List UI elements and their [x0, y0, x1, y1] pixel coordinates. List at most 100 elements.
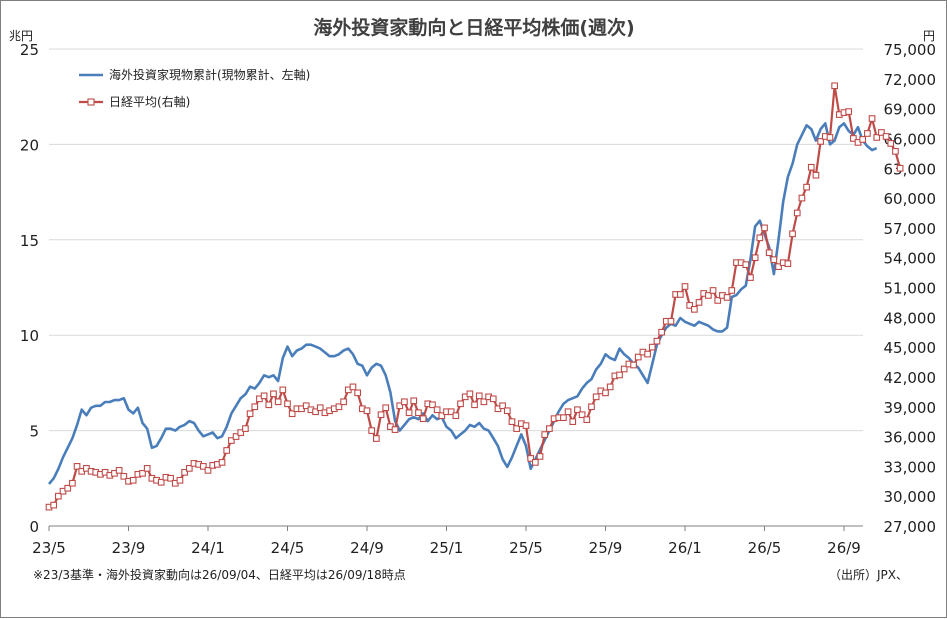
nikkei-point: [489, 395, 497, 403]
legend: 海外投資家現物累計(現物累計、左軸) 日経平均(右軸): [79, 67, 310, 109]
series-line-nikkei: [48, 84, 902, 509]
nikkei-point: [349, 383, 357, 391]
nikkei-point: [438, 412, 446, 420]
footnote: ※23/3基準・海外投資家動向は26/09/04、日経平均は26/09/18時点: [33, 567, 406, 582]
chart-title: 海外投資家動向と日経平均株価(週次): [313, 16, 634, 39]
nikkei-point: [480, 398, 488, 406]
series-line-foreign-investors: [47, 122, 878, 485]
nikkei-point: [73, 463, 81, 470]
nikkei-point: [368, 427, 376, 434]
nikkei-point: [620, 365, 628, 373]
nikkei-point: [756, 234, 764, 242]
nikkei-point: [499, 402, 506, 410]
nikkei-point: [508, 418, 516, 426]
nikkei-point: [433, 406, 441, 414]
nikkei-point: [564, 408, 572, 416]
gridlines: [49, 48, 863, 432]
nikkei-point: [513, 425, 520, 432]
nikkei-point: [167, 474, 174, 482]
legend-label-foreign-investors: 海外投資家現物累計(現物累計、左軸): [109, 67, 310, 82]
nikkei-point: [204, 466, 212, 474]
nikkei-point: [284, 400, 291, 408]
nikkei-point: [115, 466, 123, 474]
nikkei-point: [574, 406, 581, 414]
right-tick-label: 30,000: [884, 488, 937, 506]
nikkei-point: [892, 148, 899, 155]
nikkei-point: [648, 343, 656, 351]
x-tick-label: 26/1: [668, 539, 702, 557]
nikkei-point: [503, 407, 511, 415]
nikkei-point: [354, 389, 361, 397]
x-tick-label: 26/5: [748, 539, 782, 557]
x-tick-label: 23/5: [32, 539, 66, 557]
nikkei-point: [864, 130, 871, 137]
nikkei-point: [466, 390, 474, 398]
nikkei-point: [129, 476, 137, 484]
nikkei-point: [705, 292, 712, 299]
nikkei-point: [157, 478, 165, 486]
nikkei-point: [658, 328, 665, 336]
nikkei-point: [447, 408, 455, 416]
nikkei-point: [845, 108, 853, 115]
x-tick-label: 25/5: [509, 539, 543, 557]
left-tick-label: 20: [20, 136, 39, 154]
nikkei-point: [583, 416, 591, 424]
nikkei-point: [578, 411, 586, 419]
nikkei-point: [363, 407, 371, 415]
nikkei-point: [452, 412, 460, 420]
nikkei-point: [803, 183, 810, 191]
nikkei-point: [812, 171, 820, 179]
nikkei-point: [312, 408, 319, 416]
nikkei-point: [139, 469, 146, 477]
nikkei-point: [709, 287, 717, 294]
nikkei-point: [410, 397, 418, 405]
legend-label-nikkei: 日経平均(右軸): [109, 94, 190, 109]
nikkei-point: [415, 409, 422, 417]
nikkei-point: [143, 465, 151, 472]
nikkei-point: [793, 209, 801, 217]
nikkei-point: [64, 484, 72, 492]
right-tick-label: 51,000: [884, 280, 937, 298]
nikkei-point: [882, 133, 890, 140]
nikkei-point: [246, 410, 254, 418]
nikkei-point: [270, 390, 277, 398]
nikkei-point: [742, 261, 750, 268]
nikkei-point: [401, 398, 408, 406]
nikkei-point: [775, 263, 782, 270]
nikkei-point: [373, 435, 380, 442]
x-tick-label: 24/1: [191, 539, 225, 557]
right-tick-label: 45,000: [884, 339, 937, 357]
nikkei-point: [747, 274, 754, 281]
nikkei-point: [546, 425, 553, 432]
nikkei-point: [532, 459, 539, 466]
right-tick-label: 48,000: [884, 309, 937, 327]
right-tick-label: 33,000: [884, 458, 937, 476]
nikkei-point: [396, 402, 404, 410]
series-group: [45, 82, 904, 511]
x-tick-label: 25/9: [589, 539, 623, 557]
nikkei-point: [541, 431, 549, 438]
nikkei-point: [896, 164, 904, 172]
right-tick-label: 63,000: [884, 160, 937, 178]
nikkei-point: [274, 398, 282, 406]
right-tick-label: 39,000: [884, 399, 937, 417]
nikkei-point: [340, 398, 347, 406]
nikkei-point: [831, 82, 838, 90]
nikkei-point: [457, 400, 464, 408]
axis-ticks: 0 5 10 15 20 25 27,000 30,000 33,000 36,000 39,000…: [20, 41, 936, 557]
nikkei-point: [817, 138, 824, 145]
nikkei-point: [686, 302, 694, 309]
x-tick-label: 26/9: [827, 539, 861, 557]
nikkei-point: [199, 463, 207, 470]
nikkei-point: [789, 230, 796, 238]
nikkei-point: [522, 422, 530, 429]
nikkei-point: [723, 294, 731, 301]
nikkei-point: [69, 479, 76, 487]
nikkei-point: [873, 134, 881, 141]
nikkei-point: [260, 392, 268, 400]
nikkei-point: [50, 501, 58, 509]
left-tick-label: 0: [29, 518, 39, 536]
left-tick-label: 10: [20, 327, 39, 345]
left-tick-label: 5: [29, 423, 39, 441]
